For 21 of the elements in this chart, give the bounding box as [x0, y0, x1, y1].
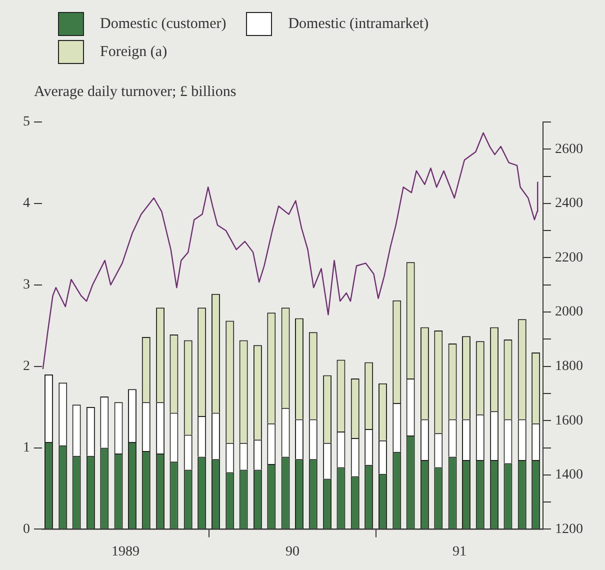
- legend-label: Domestic (customer): [100, 16, 226, 32]
- x-tick-label: 1989: [112, 544, 140, 560]
- y-tick-label: 4: [23, 196, 30, 212]
- y-tick-label: 2: [23, 358, 30, 374]
- x-tick-label: 90: [286, 544, 300, 560]
- y2-tick-label: 2000: [555, 304, 583, 320]
- y-axis-title: Average daily turnover; £ billions: [33, 84, 238, 100]
- y-tick-label: 1: [23, 440, 30, 456]
- y-tick-label: 0: [23, 522, 30, 537]
- y2-tick-label: 1400: [555, 468, 583, 483]
- y2-tick-label: 1800: [555, 358, 583, 374]
- y2-tick-label: 2400: [555, 196, 583, 212]
- legend-label: Foreign (a): [100, 44, 168, 60]
- y2-tick-label: 1600: [555, 413, 583, 428]
- y2-tick-label: 1200: [555, 522, 583, 537]
- y2-tick-label: 2600: [555, 142, 583, 157]
- legend-label: Domestic (intramarket): [288, 16, 429, 32]
- y-tick-label: 5: [23, 114, 30, 130]
- y2-tick-label: 2200: [555, 250, 583, 266]
- x-tick-label: 91: [452, 544, 466, 560]
- y-tick-label: 3: [23, 278, 30, 293]
